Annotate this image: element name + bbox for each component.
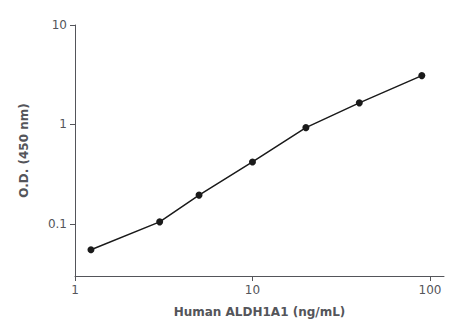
svg-text:Human ALDH1A1 (ng/mL): Human ALDH1A1 (ng/mL) <box>174 305 346 319</box>
svg-text:O.D. (450 nm): O.D. (450 nm) <box>17 103 31 197</box>
svg-text:0.1: 0.1 <box>48 217 67 231</box>
svg-text:1: 1 <box>59 117 67 131</box>
svg-text:100: 100 <box>418 283 441 297</box>
svg-text:1: 1 <box>71 283 79 297</box>
svg-text:10: 10 <box>245 283 260 297</box>
svg-text:10: 10 <box>52 18 67 32</box>
